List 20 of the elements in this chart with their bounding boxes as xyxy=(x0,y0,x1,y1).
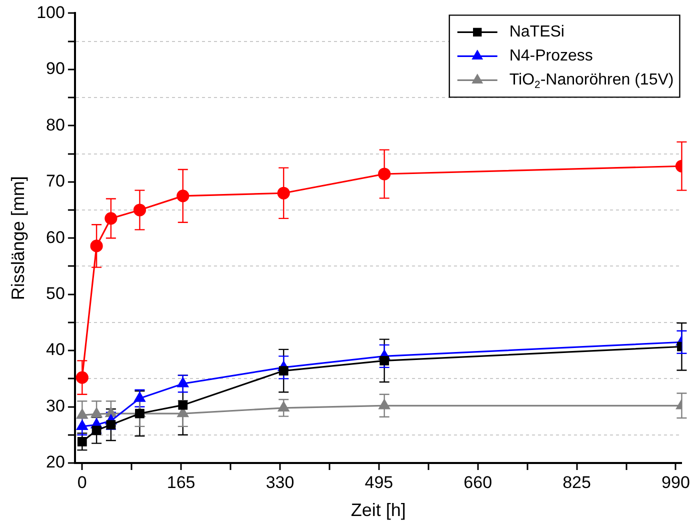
y-tick-label: 50 xyxy=(46,284,65,304)
x-tick-label: 990 xyxy=(662,472,690,492)
y-tick-label: 90 xyxy=(46,59,65,78)
x-tick-label: 825 xyxy=(562,472,591,492)
x-tick-label: 495 xyxy=(364,472,394,492)
legend-label: N4-Prozess xyxy=(509,48,593,65)
x-tick-label: 0 xyxy=(77,472,87,492)
y-tick-label: 20 xyxy=(46,452,65,472)
y-tick-label: 100 xyxy=(36,2,65,22)
y-tick-label: 70 xyxy=(46,172,65,191)
y-axis-title: Risslänge [mm] xyxy=(8,176,28,300)
y-tick-label: 40 xyxy=(46,340,65,360)
legend-label: NaTESi xyxy=(509,24,564,41)
x-tick-label: 330 xyxy=(266,472,294,492)
y-tick-label: 30 xyxy=(46,396,65,416)
x-axis-title: Zeit [h] xyxy=(350,500,406,520)
y-tick-label: 60 xyxy=(46,228,65,247)
x-tick-label: 165 xyxy=(166,472,196,492)
x-tick-label: 660 xyxy=(464,472,492,492)
y-tick-label: 80 xyxy=(46,115,65,134)
